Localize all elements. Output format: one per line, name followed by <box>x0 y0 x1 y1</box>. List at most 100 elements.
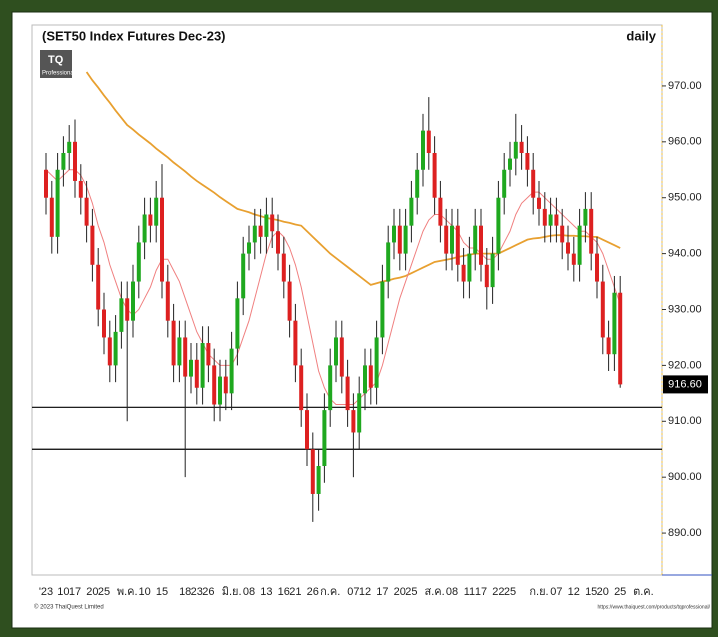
candle-body <box>55 169 60 237</box>
candle-body <box>96 264 101 310</box>
candle-body <box>548 214 553 226</box>
candle-body <box>566 242 570 254</box>
candle-body <box>583 208 588 226</box>
candle-body <box>84 197 89 226</box>
period: daily <box>626 28 656 43</box>
x-tick-label: 21 <box>289 586 301 598</box>
candle-body <box>392 225 396 243</box>
candle-body <box>223 376 228 394</box>
candle-body <box>142 214 147 243</box>
candle-body <box>403 225 408 254</box>
x-tick-label: พ.ค. <box>117 586 138 598</box>
last-price-label: 916.60 <box>668 378 702 390</box>
candle-body <box>345 376 350 411</box>
candle-body <box>189 359 193 377</box>
candle-body <box>67 141 72 153</box>
x-tick-label: 23 <box>191 586 203 598</box>
x-tick-label: 20 <box>394 586 406 598</box>
candle-body <box>473 225 478 254</box>
x-tick-label: 10 <box>57 586 69 598</box>
x-tick-label: '23 <box>39 586 53 598</box>
copyright: © 2023 ThaiQuest Limited <box>34 604 104 611</box>
candle-body <box>241 253 246 299</box>
candle-body <box>264 214 269 237</box>
candle-body <box>537 197 541 209</box>
candle-body <box>113 331 118 366</box>
candle-body <box>455 225 460 265</box>
candle-body <box>554 214 559 226</box>
candle-body <box>206 343 211 366</box>
candle-body <box>467 253 472 282</box>
logo: TQ <box>48 54 64 66</box>
y-tick-label: 960.00 <box>668 136 702 148</box>
x-tick-label: 07 <box>550 586 562 598</box>
candle-body <box>334 337 338 366</box>
moving-average <box>85 71 621 286</box>
x-tick-label: 26 <box>202 586 214 598</box>
x-tick-label: 08 <box>243 586 255 598</box>
x-tick-label: 15 <box>156 586 168 598</box>
candle-body <box>287 281 292 321</box>
candle-body <box>606 337 611 355</box>
candle-body <box>171 320 176 366</box>
candle-body <box>258 225 263 237</box>
candle-body <box>363 365 367 394</box>
x-tick-label: 20 <box>597 586 609 598</box>
y-tick-label: 970.00 <box>668 80 702 92</box>
moving-average <box>45 169 621 406</box>
candle-body <box>502 169 507 198</box>
candle-body <box>322 410 327 467</box>
y-tick-label: 940.00 <box>668 248 702 260</box>
x-tick-label: 18 <box>179 586 191 598</box>
candle-body <box>461 264 466 282</box>
candle-body <box>560 225 565 243</box>
candle-body <box>484 264 489 288</box>
x-tick-label: ก.ย. <box>529 586 548 598</box>
x-tick-label: 07 <box>347 586 359 598</box>
chart-title: (SET50 Index Futures Dec-23) <box>42 28 226 43</box>
candle-body <box>328 365 333 411</box>
candle-body <box>136 242 141 282</box>
candle-body <box>235 298 240 349</box>
candle-body <box>531 169 536 198</box>
url: https://www.thaiquest.com/products/tqpro… <box>597 604 710 610</box>
x-tick-label: 16 <box>278 586 290 598</box>
candle-body <box>293 320 298 366</box>
candle-body <box>479 225 483 265</box>
candle-body <box>339 337 344 377</box>
candle-body <box>49 197 54 237</box>
x-tick-label: 11 <box>464 586 475 598</box>
y-tick-label: 910.00 <box>668 415 702 427</box>
x-tick-label: 22 <box>492 586 504 598</box>
candle-body <box>299 365 304 411</box>
candle-body <box>131 281 135 321</box>
candle-body <box>247 242 251 254</box>
candle-body <box>513 141 518 159</box>
y-tick-label: 950.00 <box>668 192 702 204</box>
x-tick-label: 25 <box>98 586 110 598</box>
candle-body <box>571 253 576 265</box>
last-price-box <box>663 375 708 394</box>
x-tick-label: 17 <box>69 586 81 598</box>
candle-body <box>386 242 391 282</box>
candle-body <box>107 337 112 366</box>
y-tick-label: 900.00 <box>668 471 702 483</box>
x-tick-label: 12 <box>568 586 580 598</box>
x-tick-label: ก.ค. <box>320 586 340 598</box>
x-tick-label: 17 <box>475 586 487 598</box>
candle-body <box>444 225 449 254</box>
candle-body <box>577 225 582 265</box>
x-tick-label: 25 <box>614 586 626 598</box>
candle-body <box>316 466 321 494</box>
candle-body <box>374 337 379 388</box>
candle-body <box>600 281 605 338</box>
candle-body <box>305 410 309 450</box>
candle-body <box>154 197 159 226</box>
candle-body <box>252 225 257 243</box>
plot-area <box>31 24 663 576</box>
candle-body <box>218 376 222 405</box>
candle-body <box>397 225 402 254</box>
candle-body <box>229 348 234 394</box>
x-tick-label: 17 <box>376 586 388 598</box>
